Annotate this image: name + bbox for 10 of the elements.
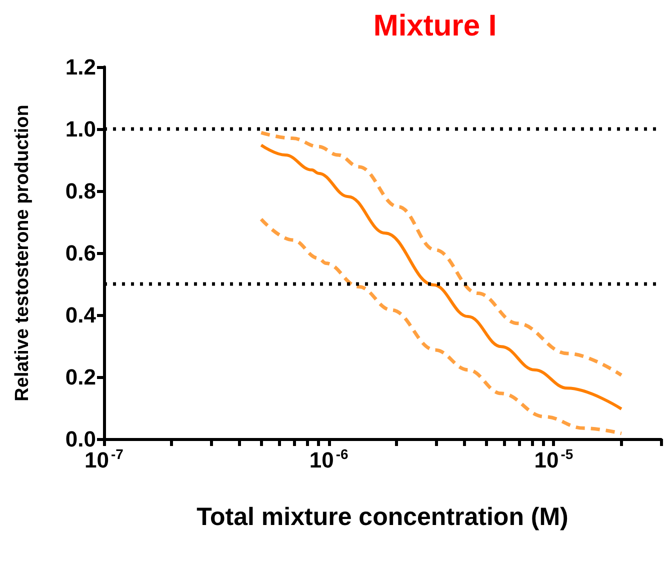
- y-tick-label: 0.4: [65, 302, 97, 328]
- y-tick-label: 1.0: [65, 116, 96, 142]
- y-tick-label: 0.8: [65, 178, 96, 204]
- y-tick-label: 0.2: [65, 364, 96, 390]
- x-axis-title: Total mixture concentration (M): [196, 503, 568, 531]
- y-tick-label: 0.0: [65, 426, 96, 452]
- chart-title: Mixture I: [373, 10, 497, 42]
- y-axis-title: Relative testosterone production: [12, 104, 33, 402]
- y-tick-label: 1.2: [65, 54, 96, 80]
- y-tick-label: 0.6: [65, 240, 96, 266]
